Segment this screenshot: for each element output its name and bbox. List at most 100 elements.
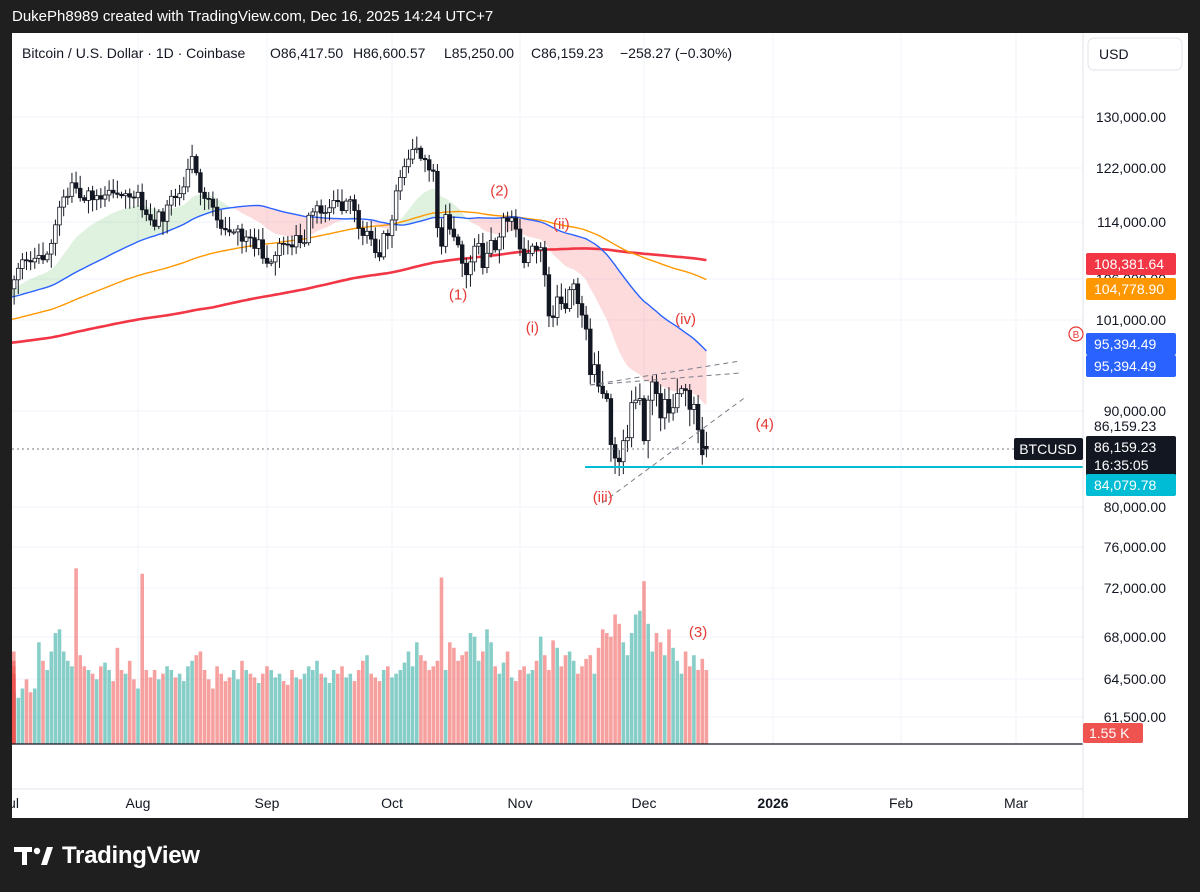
candle-body-100: [422, 158, 428, 161]
volume-bar-41: [177, 673, 182, 744]
volume-bar-110: [464, 651, 469, 744]
cloud-segment-64: [275, 209, 280, 235]
candle-77: [327, 199, 332, 221]
candle-body-42: [181, 186, 186, 195]
volume-bar-15: [70, 666, 74, 744]
candle-body-69: [293, 235, 299, 248]
wedge-upper-line-1: [589, 360, 741, 386]
y-tick-label-8: 72,000.00: [1104, 580, 1166, 596]
cloud-segment-126: [532, 220, 537, 239]
candle-45: [194, 153, 199, 176]
volume-bar-46: [198, 651, 203, 744]
cloud-segment-130: [548, 225, 554, 255]
candle-body-149: [625, 437, 630, 442]
candle-body-52: [223, 227, 228, 231]
price-tag-bg-3: [1086, 355, 1176, 377]
wave-label-7: (3): [689, 624, 707, 641]
candle-40: [173, 188, 178, 207]
volume-bar-130: [547, 670, 551, 744]
y-tick-label-1: 122,000.00: [1096, 160, 1166, 176]
cloud-segment-3: [22, 281, 27, 295]
candle-body-80: [339, 201, 345, 212]
volume-bar-21: [94, 679, 99, 745]
volume-bar-144: [605, 633, 609, 744]
volume-bar-109: [460, 655, 464, 744]
volume-bar-27: [119, 670, 124, 744]
cloud-segment-14: [67, 242, 72, 277]
volume-bar-116: [489, 642, 493, 745]
candle-143: [600, 370, 605, 399]
chart-header-title: Bitcoin / U.S. Dollar · 1D · Coinbase: [22, 45, 246, 61]
candle-154: [646, 395, 651, 459]
candle-159: [666, 387, 672, 423]
candle-137: [575, 277, 581, 318]
candle-body-108: [455, 236, 461, 246]
candle-body-98: [414, 147, 419, 150]
candle-5: [28, 251, 33, 271]
price-chart[interactable]: (1) (2) (i) (ii) (iii) (iv) (4) (3) 130,000.00 1…: [1, 33, 1188, 818]
currency-button[interactable]: USD: [1087, 37, 1183, 71]
candlesticks: [7, 136, 709, 477]
candle-body-10: [49, 242, 54, 255]
time-axis[interactable]: Jul Aug Sep Oct Nov Dec 2026 Feb Mar: [1, 795, 1028, 811]
volume-bar-166: [696, 670, 700, 744]
candle-109: [459, 240, 465, 278]
cloud-segment-4: [26, 279, 31, 294]
volume-bar-120: [505, 651, 510, 744]
candle-body-49: [210, 198, 216, 208]
cloud-segment-149: [627, 281, 632, 370]
cloud-segment-164: [689, 335, 694, 394]
b-marker[interactable]: B: [1068, 326, 1084, 342]
volume-bar-37: [161, 673, 165, 744]
candle-7: [36, 243, 42, 264]
y-tick-label-7: 76,000.00: [1104, 539, 1166, 555]
candle-104: [439, 218, 444, 255]
cloud-segment-24: [109, 212, 114, 256]
drawings: [12, 360, 1083, 504]
candle-115: [484, 241, 490, 274]
volume-bar-175: [12, 673, 16, 744]
price-tag-bg-2: [1086, 333, 1176, 355]
volume-bar-49: [211, 688, 215, 744]
candle-body-124: [521, 248, 527, 264]
y-tick-label-11: 61,500.00: [1104, 709, 1166, 725]
volume-bar-50: [215, 666, 219, 744]
candle-167: [700, 416, 705, 465]
price-tag-bg-1: [1086, 278, 1176, 300]
chart-panel[interactable]: (1) (2) (i) (ii) (iii) (iv) (4) (3) 130,000.00 1…: [1, 33, 1188, 818]
candle-body-168: [704, 445, 709, 450]
candle-body-152: [637, 398, 643, 401]
volume-bar-122: [514, 681, 518, 744]
y-tick-label-6: 80,000.00: [1104, 499, 1166, 515]
candle-144: [604, 390, 609, 402]
cloud-segment-108: [458, 207, 463, 218]
candle-153: [641, 395, 647, 445]
candle-126: [530, 243, 535, 257]
cloud-segment-59: [254, 205, 259, 222]
candle-body-135: [567, 289, 572, 310]
volume-bar-150: [629, 633, 634, 744]
wave-label-5: (iv): [675, 311, 696, 328]
volume-bar-94: [398, 670, 403, 744]
ma-200-line: [9, 247, 707, 345]
volume-bar-74: [315, 660, 319, 745]
volume-bar-10: [49, 651, 54, 744]
candle-body-125: [526, 252, 531, 264]
candle-body-11: [53, 224, 58, 244]
x-tick-label-7: Feb: [889, 795, 913, 811]
candle-162: [679, 385, 684, 397]
cloud-segment-143: [602, 250, 607, 320]
volume-bar-159: [667, 629, 671, 744]
volume-bar-20: [90, 673, 95, 744]
volume-bar-168: [704, 670, 709, 744]
volume-bar-106: [448, 642, 452, 745]
candle-body-102: [431, 169, 436, 172]
candle-body-86: [364, 230, 370, 237]
candle-body-132: [555, 296, 560, 318]
candle-body-94: [398, 176, 403, 192]
volume-bar-162: [679, 673, 684, 744]
candle-body-19: [86, 190, 91, 201]
cloud-segment-28: [125, 207, 130, 248]
chart-header-close: C86,159.23: [531, 45, 604, 61]
volume-bar-141: [592, 673, 597, 744]
